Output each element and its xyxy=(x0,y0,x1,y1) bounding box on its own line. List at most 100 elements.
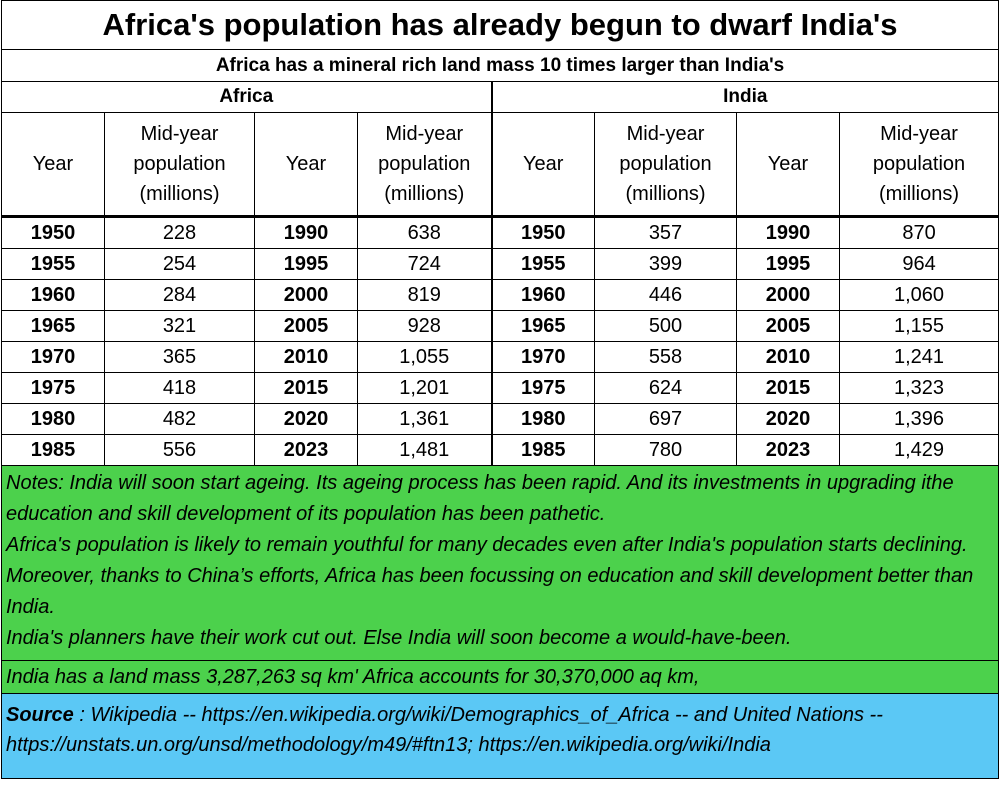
population-header: Mid-year population (millions) xyxy=(104,112,255,218)
year-cell: 1955 xyxy=(491,248,595,280)
year-header: Year xyxy=(254,112,358,218)
population-cell: 321 xyxy=(104,310,255,342)
population-cell: 399 xyxy=(594,248,737,280)
year-cell: 1980 xyxy=(491,403,595,435)
year-cell: 1955 xyxy=(1,248,105,280)
year-cell: 2023 xyxy=(736,434,840,466)
year-cell: 2005 xyxy=(254,310,358,342)
population-cell: 1,060 xyxy=(838,279,999,311)
population-header: Mid-year population (millions) xyxy=(594,112,737,218)
population-cell: 357 xyxy=(594,216,737,249)
population-cell: 964 xyxy=(838,248,999,280)
population-header-line: (millions) xyxy=(879,183,960,205)
year-cell: 2015 xyxy=(736,372,840,404)
source-text: : Wikipedia -- https://en.wikipedia.org/… xyxy=(6,704,883,756)
population-cell: 1,155 xyxy=(838,310,999,342)
year-cell: 1975 xyxy=(1,372,105,404)
note-line: Notes: India will soon start ageing. Its… xyxy=(6,472,954,525)
population-cell: 870 xyxy=(838,216,999,249)
notes-box: Notes: India will soon start ageing. Its… xyxy=(0,465,999,661)
population-cell: 638 xyxy=(357,216,493,249)
population-cell: 500 xyxy=(594,310,737,342)
year-cell: 1995 xyxy=(254,248,358,280)
year-header: Year xyxy=(1,112,105,218)
population-header-line: Mid-year xyxy=(626,123,705,145)
year-cell: 1985 xyxy=(1,434,105,466)
year-cell: 1980 xyxy=(1,403,105,435)
population-cell: 624 xyxy=(594,372,737,404)
year-cell: 1965 xyxy=(491,310,595,342)
year-cell: 1985 xyxy=(491,434,595,466)
year-cell: 2020 xyxy=(254,403,358,435)
population-header-line: (millions) xyxy=(625,183,706,205)
year-cell: 1970 xyxy=(1,341,105,373)
population-header: Mid-year population (millions) xyxy=(838,112,999,218)
source-label: Source xyxy=(6,704,74,726)
note-line: India's planners have their work cut out… xyxy=(6,627,792,649)
population-cell: 724 xyxy=(357,248,493,280)
population-cell: 819 xyxy=(357,279,493,311)
population-cell: 1,055 xyxy=(357,341,493,373)
population-header-line: population xyxy=(619,153,712,175)
population-cell: 1,396 xyxy=(838,403,999,435)
table-row: 1975 418 2015 1,201 1975 624 2015 1,323 xyxy=(1,372,999,404)
population-header-line: (millions) xyxy=(384,183,465,205)
subtitle: Africa has a mineral rich land mass 10 t… xyxy=(0,49,999,82)
year-cell: 1975 xyxy=(491,372,595,404)
population-cell: 228 xyxy=(104,216,255,249)
year-cell: 1960 xyxy=(1,279,105,311)
population-header-line: population xyxy=(133,153,226,175)
table-row: 1970 365 2010 1,055 1970 558 2010 1,241 xyxy=(1,341,999,373)
year-cell: 1950 xyxy=(1,216,105,249)
population-header: Mid-year population (millions) xyxy=(357,112,493,218)
year-cell: 2023 xyxy=(254,434,358,466)
table-row: 1960 284 2000 819 1960 446 2000 1,060 xyxy=(1,279,999,311)
population-header-line: (millions) xyxy=(139,183,220,205)
table-row: 1985 556 2023 1,481 1985 780 2023 1,429 xyxy=(1,434,999,466)
population-header-line: Mid-year xyxy=(385,123,464,145)
year-cell: 2000 xyxy=(736,279,840,311)
year-header: Year xyxy=(491,112,595,218)
population-cell: 780 xyxy=(594,434,737,466)
note-line: Africa's population is likely to remain … xyxy=(6,534,974,618)
year-cell: 1965 xyxy=(1,310,105,342)
region-header-india: India xyxy=(490,81,999,113)
population-cell: 254 xyxy=(104,248,255,280)
population-cell: 418 xyxy=(104,372,255,404)
year-cell: 1960 xyxy=(491,279,595,311)
table-row: 1980 482 2020 1,361 1980 697 2020 1,396 xyxy=(1,403,999,435)
population-cell: 1,201 xyxy=(357,372,493,404)
page-title: Africa's population has already begun to… xyxy=(0,0,999,50)
year-cell: 2020 xyxy=(736,403,840,435)
year-cell: 2015 xyxy=(254,372,358,404)
year-cell: 1990 xyxy=(254,216,358,249)
population-cell: 1,481 xyxy=(357,434,493,466)
population-cell: 284 xyxy=(104,279,255,311)
population-cell: 365 xyxy=(104,341,255,373)
population-header-line: population xyxy=(378,153,471,175)
year-cell: 2000 xyxy=(254,279,358,311)
population-cell: 1,361 xyxy=(357,403,493,435)
population-cell: 556 xyxy=(104,434,255,466)
year-cell: 1970 xyxy=(491,341,595,373)
year-cell: 2010 xyxy=(254,341,358,373)
population-header-line: Mid-year xyxy=(140,123,219,145)
year-cell: 1990 xyxy=(736,216,840,249)
population-cell: 1,429 xyxy=(838,434,999,466)
table-row: 1950 228 1990 638 1950 357 1990 870 xyxy=(1,216,999,249)
table-row: 1965 321 2005 928 1965 500 2005 1,155 xyxy=(1,310,999,342)
population-cell: 928 xyxy=(357,310,493,342)
year-header: Year xyxy=(736,112,840,218)
population-cell: 1,323 xyxy=(838,372,999,404)
region-header-africa: Africa xyxy=(1,81,493,113)
population-cell: 482 xyxy=(104,403,255,435)
population-cell: 446 xyxy=(594,279,737,311)
table-row: 1955 254 1995 724 1955 399 1995 964 xyxy=(1,248,999,280)
source-box: Source : Wikipedia -- https://en.wikiped… xyxy=(0,693,999,779)
land-mass-note: India has a land mass 3,287,263 sq km' A… xyxy=(0,660,999,694)
year-cell: 2005 xyxy=(736,310,840,342)
year-cell: 1995 xyxy=(736,248,840,280)
population-cell: 697 xyxy=(594,403,737,435)
